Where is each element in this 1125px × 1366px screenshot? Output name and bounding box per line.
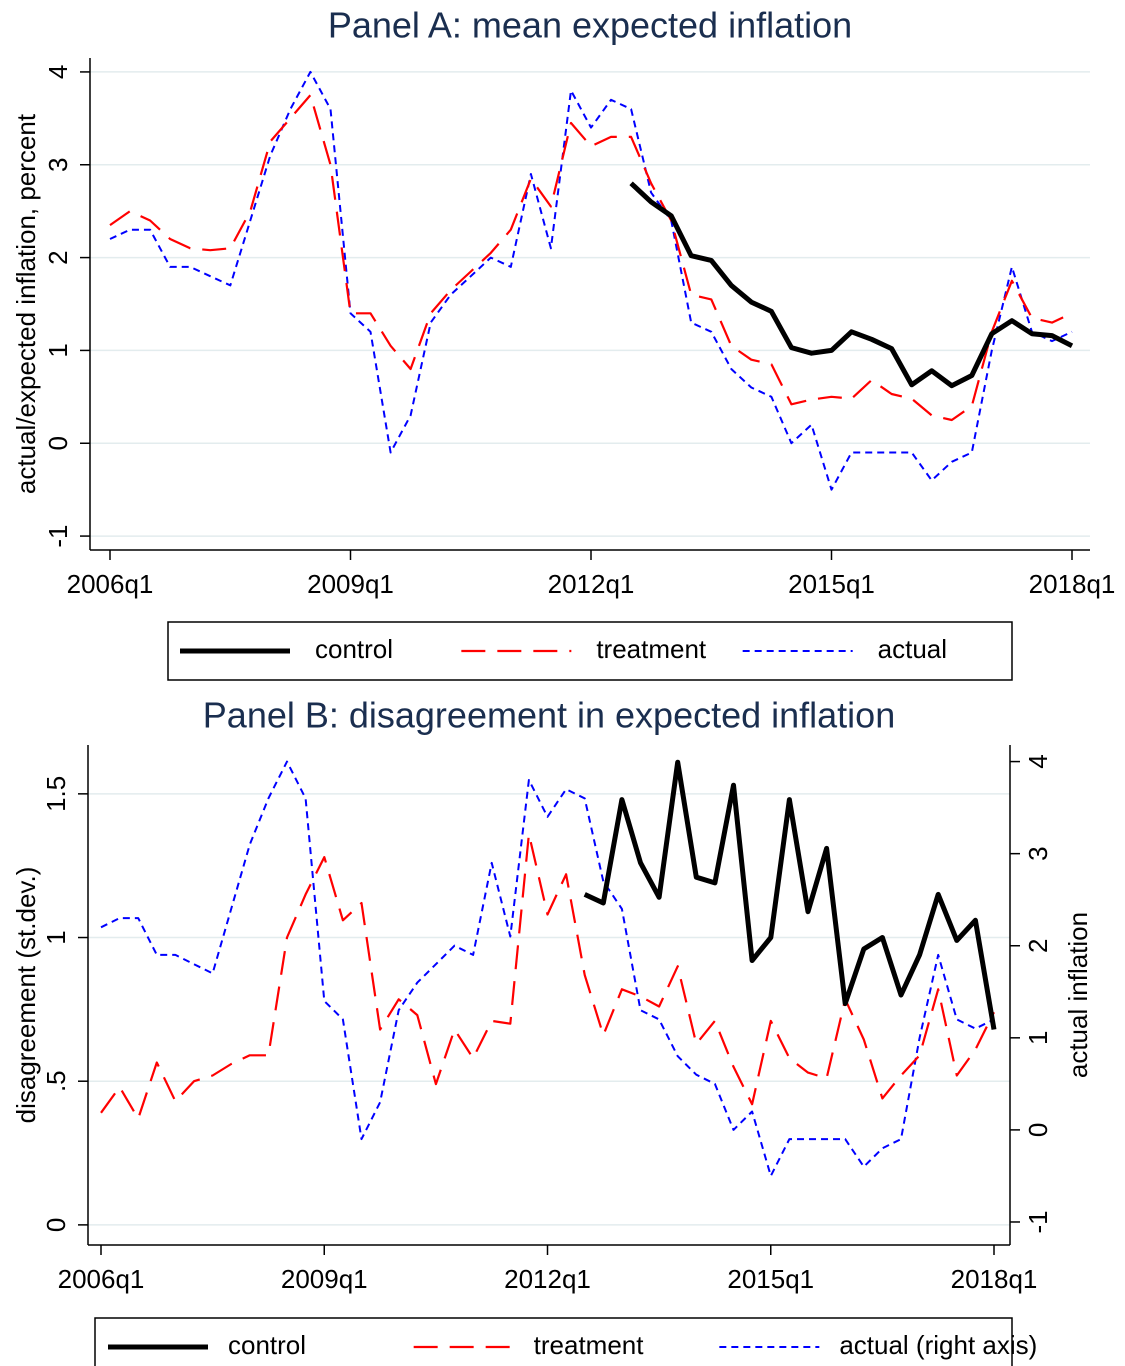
y-tick-label: .5 [41,1070,71,1092]
y-tick-label: 4 [43,65,73,79]
y-axis-label: disagreement (st.dev.) [11,867,41,1124]
chart-title: Panel A: mean expected inflation [328,5,852,46]
y2-tick-label: 4 [1023,754,1053,768]
y-tick-label: 2 [43,250,73,264]
x-tick-label: 2015q1 [788,569,875,599]
y-tick-label: 0 [43,436,73,450]
y2-axis-label: actual inflation [1063,912,1093,1078]
y-tick-label: -1 [43,525,73,548]
x-tick-label: 2018q1 [951,1264,1038,1294]
series-line [100,760,995,1177]
legend-label: actual (right axis) [839,1330,1037,1360]
x-tick-label: 2018q1 [1029,569,1116,599]
y2-tick-label: 2 [1023,939,1053,953]
y-tick-label: 1 [43,343,73,357]
y-tick-label: 0 [41,1218,71,1232]
panel: Panel B: disagreement in expected inflat… [11,695,1093,1366]
y2-tick-label: -1 [1023,1210,1053,1233]
y-tick-label: 3 [43,158,73,172]
y-tick-label: 1 [41,930,71,944]
series-line [583,759,997,1030]
y-tick-label: 1.5 [41,776,71,812]
series-line [100,833,995,1120]
x-tick-label: 2006q1 [67,569,154,599]
legend-label: treatment [596,634,707,664]
chart-title: Panel B: disagreement in expected inflat… [203,695,895,736]
legend-label: control [228,1330,306,1360]
legend-box [167,621,1013,681]
series-line [109,70,1073,491]
panel: Panel A: mean expected inflation -1 0 1 2 3 4 a… [11,5,1116,681]
y-axis-label: actual/expected inflation, percent [11,113,41,494]
y2-tick-label: 3 [1023,846,1053,860]
x-tick-label: 2012q1 [504,1264,591,1294]
x-tick-label: 2009q1 [307,569,394,599]
legend-box [94,1317,1013,1366]
x-tick-label: 2012q1 [548,569,635,599]
x-tick-label: 2015q1 [727,1264,814,1294]
legend-label: actual [878,634,947,664]
y2-tick-label: 1 [1023,1031,1053,1045]
x-tick-label: 2009q1 [281,1264,368,1294]
y2-tick-label: 0 [1023,1123,1053,1137]
x-tick-label: 2006q1 [58,1264,145,1294]
legend-label: control [315,634,393,664]
legend-label: treatment [534,1330,645,1360]
series-line [629,181,1074,389]
